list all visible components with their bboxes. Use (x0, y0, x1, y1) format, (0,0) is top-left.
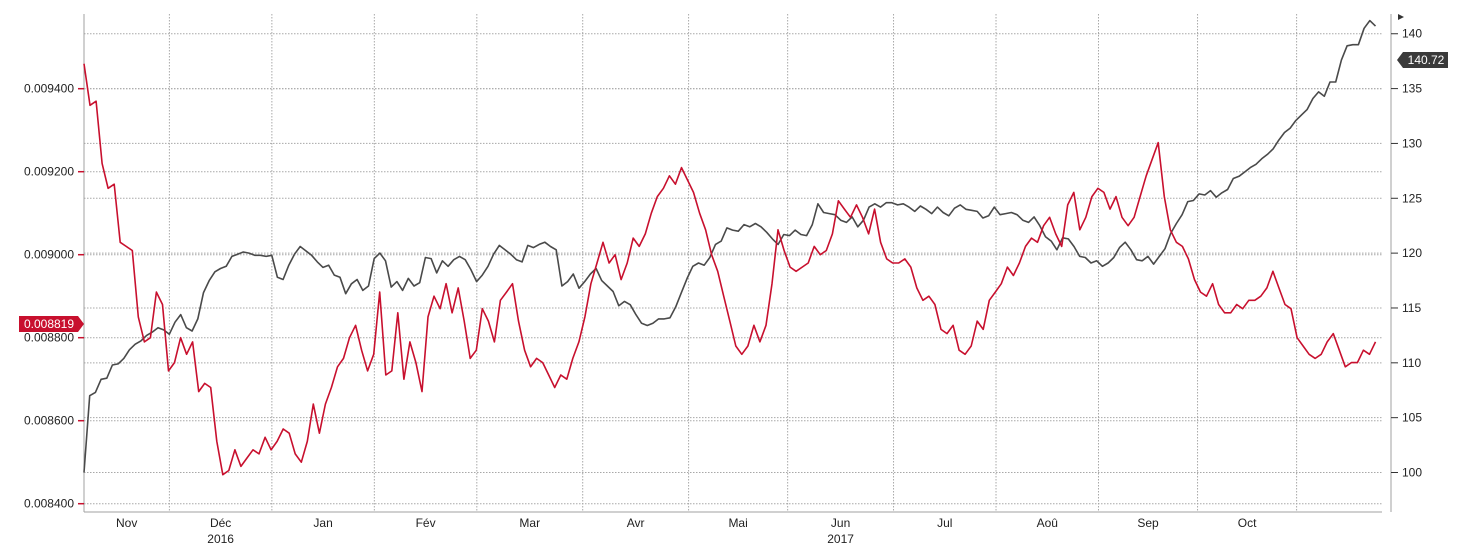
right-tick-label: 140 (1402, 27, 1422, 41)
left-tick-label: 0.009000 (24, 248, 74, 262)
month-label: Jan (313, 516, 332, 530)
x-axis: Nov Déc Jan Fév Mar Avr Mai Jun Jul Aoû Sep Oct 2016… (84, 511, 1382, 546)
left-tick-label: 0.009400 (24, 82, 74, 96)
month-label: Mar (519, 516, 540, 530)
right-tick-label: 100 (1402, 466, 1422, 480)
series-layer (83, 19, 1377, 476)
left-tick-label: 0.009200 (24, 165, 74, 179)
series-line-dark (83, 19, 1377, 473)
right-tick-label: 115 (1402, 301, 1421, 315)
month-label: Jul (937, 516, 952, 530)
left-tick-label: 0.008400 (24, 497, 74, 511)
month-label: Mai (728, 516, 747, 530)
right-tick-label: 125 (1402, 191, 1422, 205)
left-axis: 0.008400 0.008600 0.008800 0.009000 0.009200… (24, 14, 85, 512)
year-label: 2016 (207, 532, 234, 546)
left-tick-label: 0.008800 (24, 331, 74, 345)
right-value-tag-label: 140.72 (1408, 53, 1445, 67)
left-value-tag-label: 0.008819 (24, 317, 74, 331)
month-label: Déc (210, 516, 231, 530)
right-tick-label: 130 (1402, 136, 1422, 150)
right-value-tag (1397, 52, 1448, 68)
right-axis-arrow (1398, 14, 1404, 20)
left-value-tag (19, 316, 84, 332)
month-label: Avr (627, 516, 645, 530)
series-line-red (83, 63, 1377, 476)
month-label: Fév (416, 516, 436, 530)
month-label: Oct (1238, 516, 1257, 530)
month-label: Sep (1137, 516, 1159, 530)
year-label: 2017 (827, 532, 854, 546)
month-label: Jun (831, 516, 850, 530)
last-value-tags: 0.008819 140.72 (19, 52, 1448, 332)
right-tick-label: 110 (1402, 356, 1421, 370)
right-tick-label: 135 (1402, 82, 1422, 96)
right-axis: 100 105 110 115 120 125 130 135 140 (1390, 14, 1422, 512)
right-tick-label: 105 (1402, 411, 1422, 425)
month-label: Aoû (1037, 516, 1058, 530)
right-tick-label: 120 (1402, 246, 1422, 260)
month-label: Nov (116, 516, 137, 530)
left-tick-label: 0.008600 (24, 414, 74, 428)
